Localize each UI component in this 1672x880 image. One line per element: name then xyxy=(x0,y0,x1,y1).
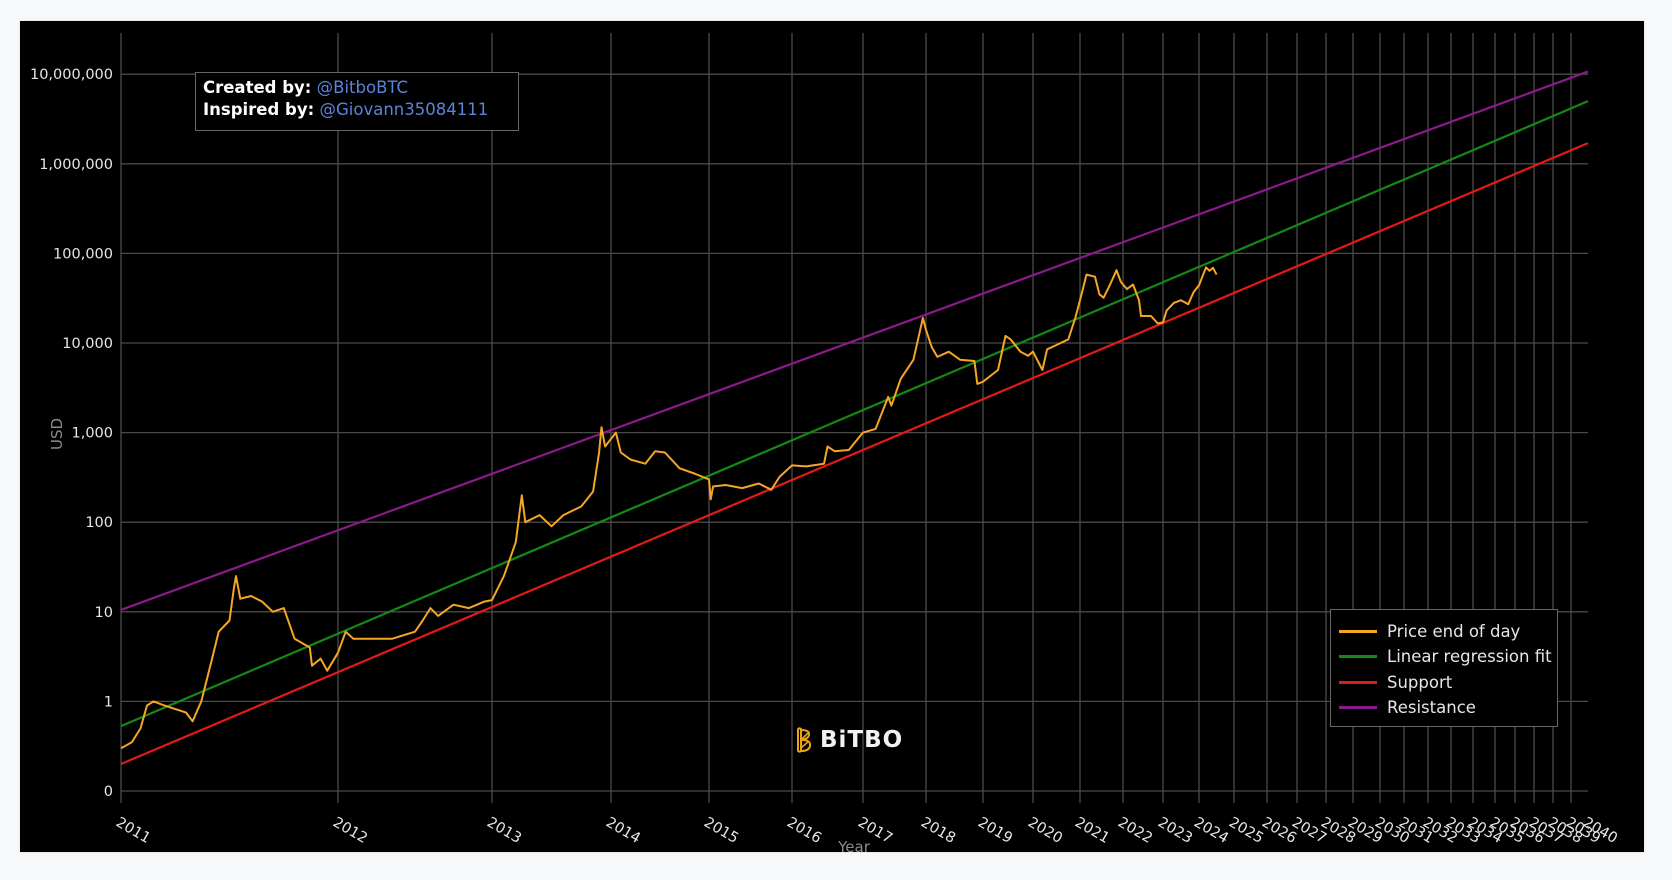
y-axis-title: USD xyxy=(48,418,66,450)
legend-swatch-icon xyxy=(1339,680,1377,684)
y-tick-label: 1,000,000 xyxy=(39,157,113,173)
y-axis-ticks: 0 1 10 100 1,000 10,000 100,000 1,000,000 10,000… xyxy=(30,67,113,800)
price-line xyxy=(120,266,1218,750)
x-tick-label: 2013 xyxy=(484,815,524,847)
x-tick-label: 2022 xyxy=(1115,815,1155,847)
legend-item[interactable]: Resistance xyxy=(1331,695,1557,720)
legend-label: Linear regression fit xyxy=(1387,647,1552,667)
legend-item[interactable]: Support xyxy=(1331,670,1557,695)
bitbo-logo: BiTBO xyxy=(795,727,903,753)
inspired-by-label: Inspired by: xyxy=(203,100,315,119)
legend-item[interactable]: Price end of day xyxy=(1331,619,1557,644)
x-tick-label: 2021 xyxy=(1072,815,1112,847)
x-tick-label: 2016 xyxy=(784,815,824,847)
credits-annotation: Created by: @BitboBTC Inspired by: @Giov… xyxy=(195,72,519,131)
created-by-link[interactable]: @BitboBTC xyxy=(316,78,409,97)
inspired-by-link[interactable]: @Giovann35084111 xyxy=(319,100,489,119)
x-tick-label: 2020 xyxy=(1025,815,1065,847)
x-tick-label: 2019 xyxy=(975,815,1015,847)
x-tick-label: 2023 xyxy=(1155,815,1195,847)
x-tick-label: 2025 xyxy=(1226,815,1266,847)
legend-item[interactable]: Linear regression fit xyxy=(1331,644,1557,669)
y-tick-label: 1,000 xyxy=(71,426,113,442)
legend-swatch-icon xyxy=(1339,630,1377,634)
bitbo-b-icon xyxy=(797,727,812,753)
x-tick-label: 2024 xyxy=(1191,815,1231,847)
y-tick-label: 10 xyxy=(95,605,113,621)
resistance-line xyxy=(120,70,1589,611)
x-tick-label: 2012 xyxy=(330,815,370,847)
x-tick-label: 2015 xyxy=(701,815,741,847)
y-tick-label: 100,000 xyxy=(53,246,113,262)
created-by-label: Created by: xyxy=(203,78,312,97)
legend-swatch-icon xyxy=(1339,655,1377,659)
legend-swatch-icon xyxy=(1339,706,1377,710)
x-tick-label: 2040 xyxy=(1580,815,1620,847)
y-tick-label: 0 xyxy=(104,784,113,800)
x-tick-label: 2026 xyxy=(1259,815,1299,847)
legend-label: Resistance xyxy=(1387,698,1476,718)
legend-label: Price end of day xyxy=(1387,622,1521,642)
x-tick-label: 2014 xyxy=(603,815,643,847)
x-tick-label: 2018 xyxy=(918,815,958,847)
y-tick-label: 10,000,000 xyxy=(30,67,113,83)
x-tick-label: 2011 xyxy=(113,815,153,847)
legend: Price end of day Linear regression fit Sup… xyxy=(1330,609,1558,727)
support-line xyxy=(120,142,1589,766)
y-tick-label: 100 xyxy=(85,515,113,531)
bitbo-wordmark: BiTBO xyxy=(820,727,904,753)
y-tick-label: 10,000 xyxy=(62,336,113,352)
legend-label: Support xyxy=(1387,672,1453,692)
series-lines xyxy=(120,70,1589,766)
y-tick-label: 1 xyxy=(104,694,113,710)
linear-regression-fit-line xyxy=(120,100,1589,728)
x-axis-title: Year xyxy=(837,838,871,856)
